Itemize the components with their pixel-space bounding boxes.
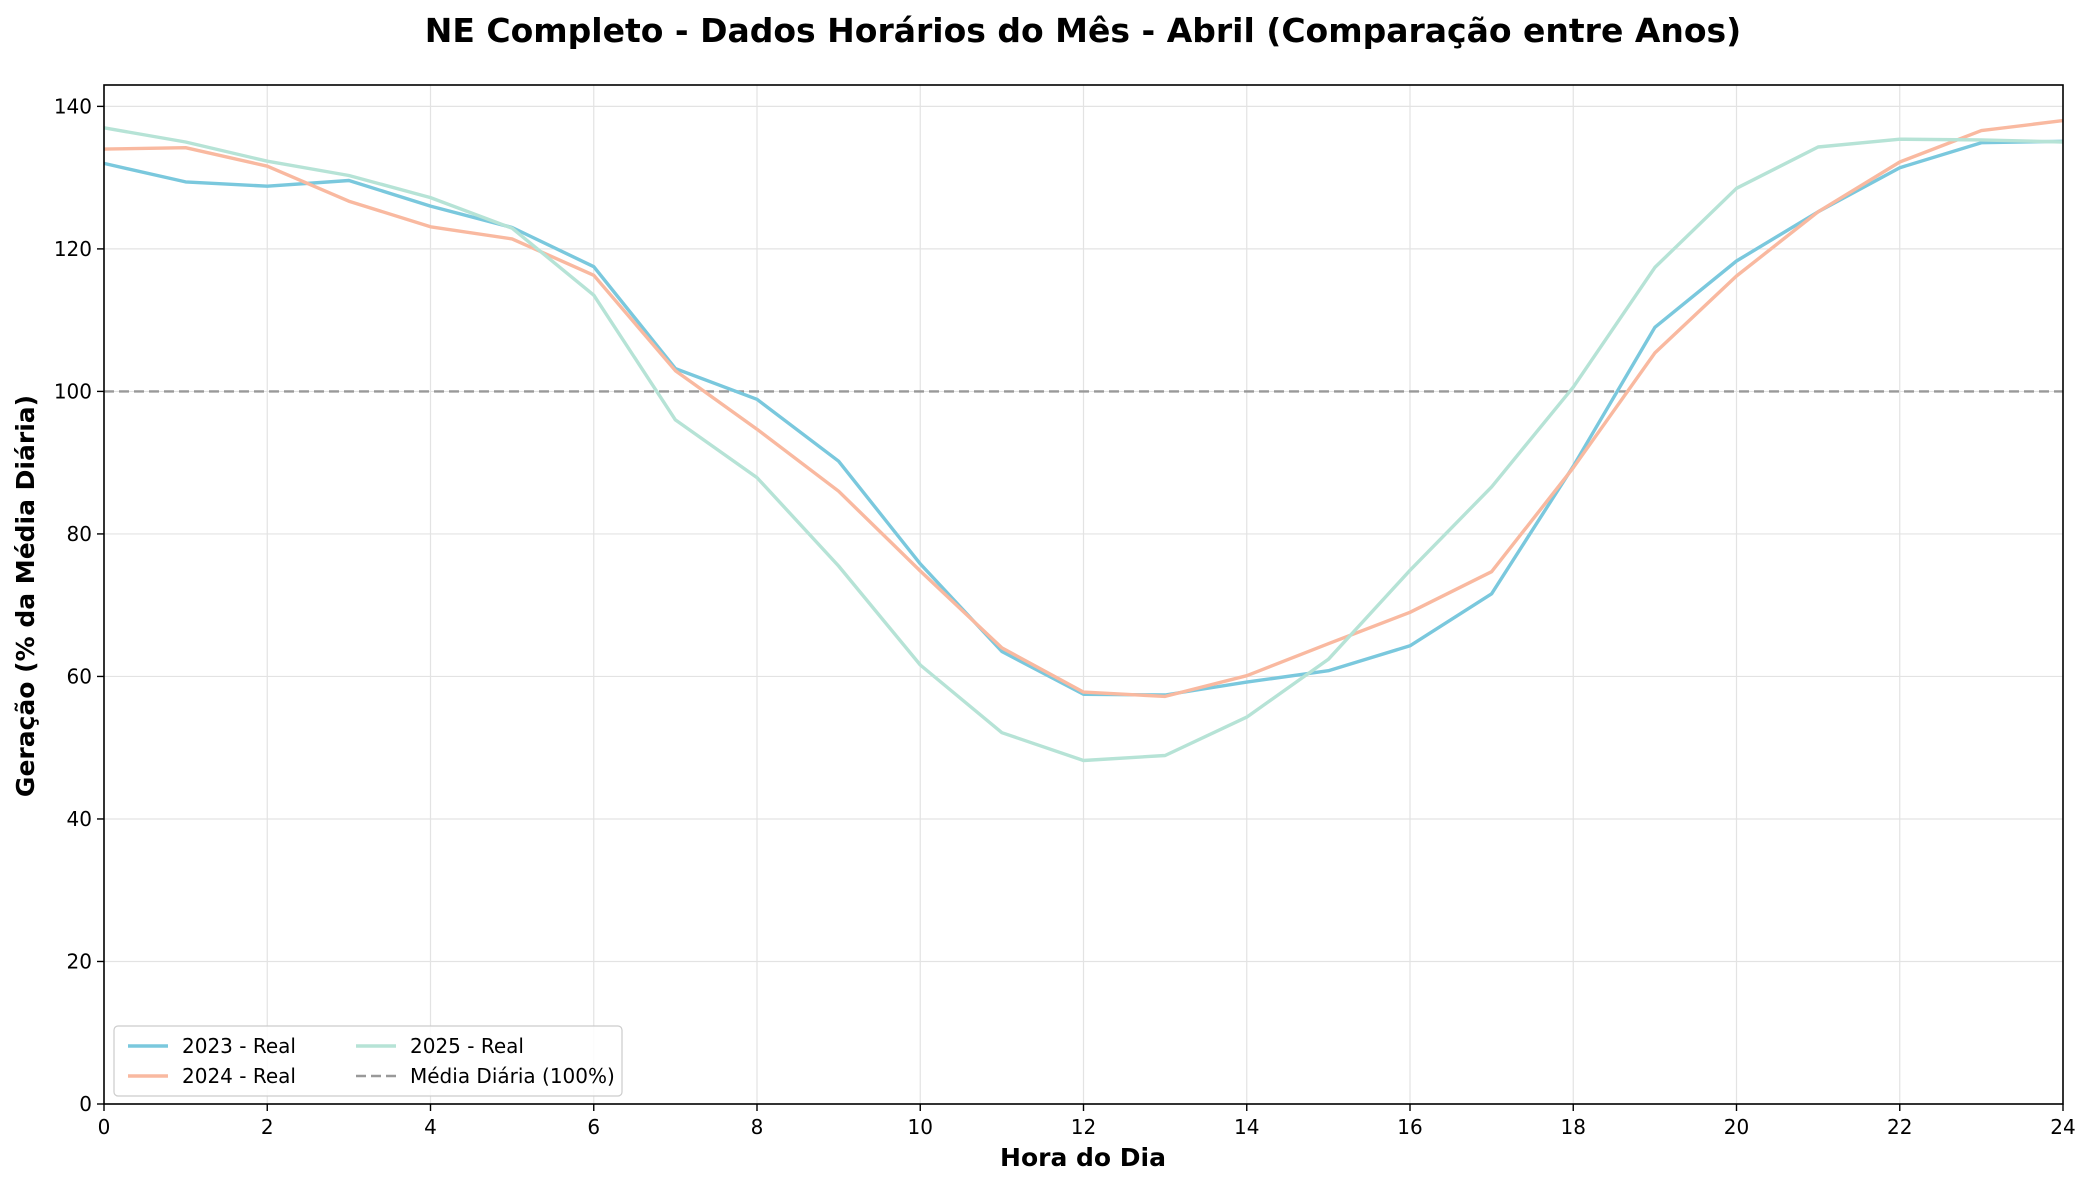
grid: [103, 85, 2064, 1105]
x-tick-label: 18: [1561, 1115, 1586, 1139]
x-tick-label: 22: [1887, 1115, 1912, 1139]
chart-title: NE Completo - Dados Horários do Mês - Ab…: [425, 11, 1742, 50]
x-tick-label: 14: [1234, 1115, 1259, 1139]
x-tick-label: 0: [98, 1115, 111, 1139]
x-tick-label: 2: [261, 1115, 274, 1139]
series-line-2023: [103, 139, 2064, 697]
y-tick-label: 0: [79, 1092, 92, 1116]
y-tick-label: 140: [54, 94, 92, 118]
series-line-2025: [103, 126, 2064, 763]
x-axis-label: Hora do Dia: [1000, 1143, 1166, 1172]
x-tick-label: 12: [1071, 1115, 1096, 1139]
legend-label: 2025 - Real: [410, 1034, 524, 1058]
x-axis: 0 2 4 6 8 10 12 14 16 18 20 22 24: [98, 1104, 2076, 1139]
legend-label: 2023 - Real: [182, 1034, 296, 1058]
series-layer: [103, 118, 2064, 763]
y-tick-label: 20: [67, 949, 92, 973]
series-line-2024: [103, 118, 2064, 699]
y-tick-label: 120: [54, 237, 92, 261]
y-tick-label: 80: [67, 522, 92, 546]
legend-label: Média Diária (100%): [410, 1064, 615, 1088]
legend: 2023 - Real 2024 - Real 2025 - Real Média D…: [113, 1025, 623, 1097]
legend-label: 2024 - Real: [182, 1064, 296, 1088]
x-tick-label: 6: [587, 1115, 600, 1139]
y-axis: 0 20 40 60 80 100 120 140: [54, 94, 104, 1116]
x-tick-label: 24: [2050, 1115, 2075, 1139]
legend-box: [113, 1025, 623, 1097]
y-axis-label: Geração (% da Média Diária): [11, 395, 40, 797]
x-tick-label: 20: [1724, 1115, 1749, 1139]
x-tick-label: 4: [424, 1115, 437, 1139]
x-tick-label: 8: [751, 1115, 764, 1139]
x-tick-label: 10: [908, 1115, 933, 1139]
x-tick-label: 16: [1397, 1115, 1422, 1139]
y-tick-label: 100: [54, 379, 92, 403]
y-tick-label: 40: [67, 807, 92, 831]
y-tick-label: 60: [67, 664, 92, 688]
